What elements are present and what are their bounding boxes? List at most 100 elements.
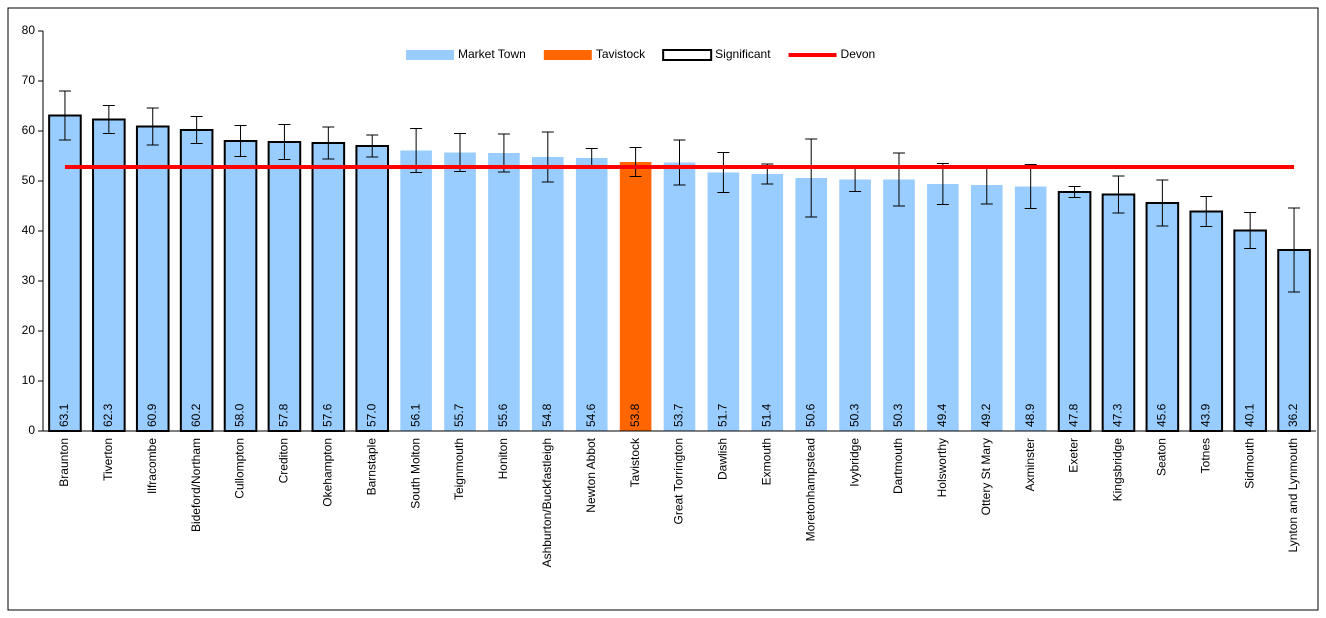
x-tick-label: Great Torrington xyxy=(672,438,686,525)
x-tick-label: Bideford/Northam xyxy=(189,438,203,532)
x-tick-label: Seaton xyxy=(1155,438,1169,476)
error-bar xyxy=(190,116,203,144)
value-label: 60.9 xyxy=(145,403,159,427)
value-label: 45.6 xyxy=(1155,403,1169,427)
legend-label: Devon xyxy=(841,47,876,61)
bar xyxy=(1014,186,1047,431)
error-bar xyxy=(936,163,949,205)
value-label: 54.8 xyxy=(540,403,554,427)
error-bar xyxy=(146,107,159,146)
x-tick-label: Moretonhampstead xyxy=(803,438,817,541)
x-tick-label: Ottery St Mary xyxy=(979,438,993,515)
x-tick-label: South Molton xyxy=(408,438,422,509)
value-label: 56.1 xyxy=(408,403,422,427)
bar xyxy=(751,174,784,431)
bar xyxy=(1145,202,1180,432)
x-tick-label: Braunton xyxy=(57,438,71,487)
x-tick-label: Exeter xyxy=(1067,438,1081,473)
value-label: 60.2 xyxy=(189,403,203,427)
x-tick-label: Ivybridge xyxy=(847,438,861,487)
value-label: 47.3 xyxy=(1111,403,1125,427)
legend-label: Tavistock xyxy=(596,47,646,61)
value-label: 36.2 xyxy=(1286,403,1300,427)
error-bar xyxy=(1156,179,1169,227)
bar xyxy=(135,125,170,432)
y-tick-label: 40 xyxy=(22,223,36,237)
value-label: 47.8 xyxy=(1067,403,1081,427)
bar xyxy=(795,178,827,431)
bar xyxy=(1233,229,1267,432)
error-bar xyxy=(1112,175,1125,214)
value-label: 63.1 xyxy=(57,403,71,427)
x-tick-label: Holsworthy xyxy=(935,438,949,497)
value-label: 57.8 xyxy=(277,403,291,427)
value-label: 48.9 xyxy=(1023,403,1037,427)
bar xyxy=(927,184,959,431)
value-label: 53.8 xyxy=(628,403,642,427)
x-tick-label: Axminster xyxy=(1023,438,1037,491)
x-tick-label: Sidmouth xyxy=(1242,438,1256,489)
y-tick-label: 70 xyxy=(22,73,36,87)
error-bar xyxy=(278,124,291,160)
bar xyxy=(839,179,871,431)
value-label: 50.3 xyxy=(847,403,861,427)
bar xyxy=(619,162,652,431)
bar xyxy=(707,172,740,431)
bar xyxy=(311,142,346,432)
value-label: 57.6 xyxy=(320,403,334,427)
error-bar xyxy=(805,138,818,218)
x-tick-label: Honiton xyxy=(496,438,510,479)
bar xyxy=(488,153,520,431)
bar xyxy=(355,145,390,432)
x-tick-label: Okehampton xyxy=(320,438,334,507)
error-bar xyxy=(673,139,686,186)
bar xyxy=(883,179,915,431)
error-bar xyxy=(1288,207,1301,293)
error-bar xyxy=(1200,196,1213,227)
error-bar xyxy=(717,152,730,193)
error-bar xyxy=(234,125,247,157)
value-label: 57.0 xyxy=(364,403,378,427)
value-label: 49.2 xyxy=(979,403,993,427)
value-label: 55.7 xyxy=(452,403,466,427)
x-tick-label: Dartmouth xyxy=(891,438,905,494)
x-tick-label: Tiverton xyxy=(101,438,115,481)
value-label: 54.6 xyxy=(584,403,598,427)
error-bar xyxy=(58,90,71,141)
bar xyxy=(1189,210,1224,432)
error-bar xyxy=(1244,212,1257,249)
legend-label: Market Town xyxy=(458,47,526,61)
y-tick-label: 10 xyxy=(22,373,36,387)
x-tick-label: Newton Abbot xyxy=(584,437,598,512)
value-label: 62.3 xyxy=(101,403,115,427)
x-tick-label: Lynton and Lynmouth xyxy=(1286,438,1300,553)
x-tick-label: Exmouth xyxy=(759,438,773,485)
value-label: 50.6 xyxy=(803,403,817,427)
x-tick-label: Ashburton/Buckfastleigh xyxy=(540,438,554,567)
y-tick-label: 0 xyxy=(28,423,35,437)
error-bar xyxy=(541,131,554,183)
y-tick-label: 60 xyxy=(22,123,36,137)
bar xyxy=(48,114,82,432)
x-tick-label: Totnes xyxy=(1198,438,1212,473)
value-label: 40.1 xyxy=(1242,403,1256,427)
x-tick-label: Ilfracombe xyxy=(145,438,159,494)
x-tick-label: Barnstaple xyxy=(364,438,378,496)
bar xyxy=(179,129,214,432)
y-tick-label: 30 xyxy=(22,273,36,287)
bar xyxy=(444,152,476,431)
bar xyxy=(532,157,564,431)
y-tick-label: 80 xyxy=(22,23,36,37)
x-tick-label: Cullompton xyxy=(233,438,247,499)
error-bar xyxy=(892,152,905,207)
x-tick-label: Crediton xyxy=(277,438,291,483)
error-bar xyxy=(629,147,642,177)
x-tick-label: Kingsbridge xyxy=(1111,438,1125,502)
value-label: 53.7 xyxy=(672,403,686,427)
bar xyxy=(663,162,696,431)
error-bar xyxy=(1024,164,1037,209)
y-tick-label: 20 xyxy=(22,323,36,337)
error-bar xyxy=(322,126,335,160)
